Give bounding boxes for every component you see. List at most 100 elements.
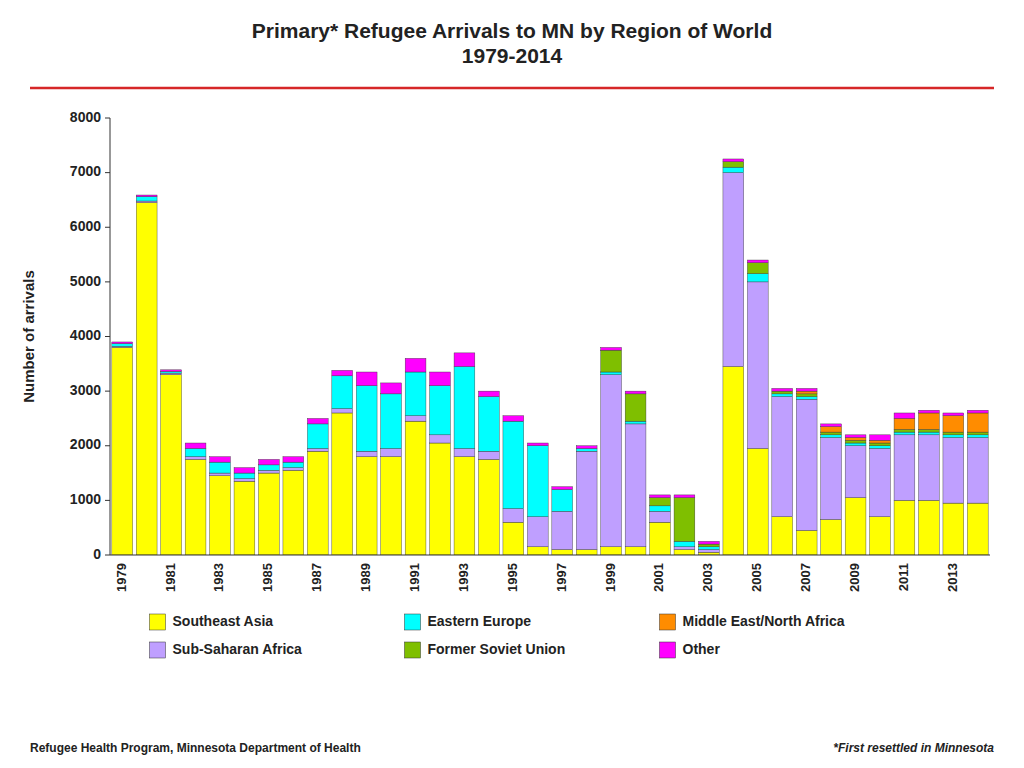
bar-segment <box>356 386 377 452</box>
legend: Southeast AsiaSub-Saharan AfricaEastern … <box>150 613 845 658</box>
bar-segment <box>601 547 622 555</box>
bar-segment <box>943 413 964 416</box>
bar-segment <box>259 465 280 470</box>
y-tick-label: 8000 <box>70 109 101 125</box>
bar-segment <box>845 498 866 555</box>
bar-segment <box>601 350 622 372</box>
bar-segment <box>185 443 206 448</box>
bar-segment <box>796 397 817 400</box>
bar-segment <box>332 413 353 555</box>
bar-segment <box>161 370 182 372</box>
bar-segment <box>796 391 817 394</box>
x-tick-label: 2011 <box>896 563 911 591</box>
bar-segment <box>650 498 671 506</box>
y-tick <box>105 118 110 119</box>
bar-segment <box>601 372 622 375</box>
bar-segment <box>894 435 915 501</box>
footer-note: Refugee Health Program, Minnesota Depart… <box>30 741 361 755</box>
bar-segment <box>699 550 720 553</box>
bar-segment <box>723 167 744 172</box>
legend-label: Eastern Europe <box>428 613 532 629</box>
bar-segment <box>821 435 842 438</box>
bar-segment <box>552 550 573 555</box>
legend-swatch <box>150 614 166 630</box>
bar-segment <box>454 448 475 456</box>
legend-label: Other <box>683 641 721 657</box>
bar-segment <box>356 457 377 555</box>
legend-swatch <box>660 614 676 630</box>
title-rule <box>30 87 994 90</box>
bar-segment <box>136 203 157 555</box>
bar-segment <box>381 394 402 449</box>
bar-segment <box>234 481 255 555</box>
bar-segment <box>112 347 133 555</box>
bar-segment <box>625 391 646 394</box>
bar-segment <box>112 342 133 344</box>
bar-segment <box>307 424 328 449</box>
bar-segment <box>919 500 940 555</box>
bar-segment <box>821 432 842 435</box>
bar-segment <box>723 173 744 367</box>
chart: Primary* Refugee Arrivals to MN by Regio… <box>0 0 1024 768</box>
bar-segment <box>136 197 157 201</box>
bar-segment <box>699 541 720 544</box>
x-tick-label: 1989 <box>358 563 373 592</box>
bar-segment <box>747 260 768 263</box>
bars <box>112 159 988 555</box>
bar-segment <box>845 438 866 441</box>
bar-segment <box>430 372 451 386</box>
bar-segment <box>894 429 915 432</box>
bar-segment <box>772 397 793 517</box>
bar-segment <box>381 448 402 456</box>
bar-segment <box>674 547 695 550</box>
x-tick-label: 2007 <box>798 563 813 592</box>
bar-segment <box>479 397 500 452</box>
bar-segment <box>919 432 940 435</box>
bar-segment <box>967 413 988 432</box>
bar-segment <box>625 421 646 424</box>
bar-segment <box>479 391 500 396</box>
y-tick-label: 6000 <box>70 218 101 234</box>
bar-segment <box>430 435 451 443</box>
bar-segment <box>919 435 940 501</box>
bar-segment <box>650 495 671 498</box>
bar-segment <box>845 440 866 443</box>
bar-segment <box>527 446 548 517</box>
legend-swatch <box>660 642 676 658</box>
bar-segment <box>747 282 768 449</box>
x-tick-label: 1981 <box>163 563 178 592</box>
bar-segment <box>527 517 548 547</box>
bar-segment <box>576 550 597 555</box>
bar-segment <box>259 459 280 464</box>
bar-segment <box>796 530 817 555</box>
x-tick-label: 1985 <box>260 563 275 592</box>
bar-segment <box>723 159 744 162</box>
bar-segment <box>870 517 891 555</box>
bar-segment <box>650 511 671 522</box>
bar-segment <box>356 372 377 386</box>
bar-segment <box>796 388 817 391</box>
bar-segment <box>307 448 328 451</box>
bar-segment <box>625 547 646 555</box>
y-tick <box>105 281 110 282</box>
bar-segment <box>943 435 964 438</box>
bar-segment <box>870 443 891 446</box>
bar-segment <box>307 418 328 423</box>
bar-segment <box>479 451 500 459</box>
bar-segment <box>650 522 671 555</box>
bar-segment <box>234 468 255 473</box>
bar-segment <box>210 462 231 473</box>
x-axis <box>110 555 990 556</box>
bar-segment <box>674 495 695 498</box>
bar-segment <box>283 462 304 467</box>
bar-segment <box>405 421 426 555</box>
y-tick <box>105 555 110 556</box>
bar-segment <box>503 421 524 508</box>
bar-segment <box>821 438 842 520</box>
bar-segment <box>870 448 891 516</box>
bar-segment <box>821 427 842 432</box>
x-tick-label: 2003 <box>700 563 715 592</box>
x-tick-label: 1991 <box>407 563 422 592</box>
bar-segment <box>356 451 377 456</box>
x-tick-label: 1995 <box>505 563 520 592</box>
